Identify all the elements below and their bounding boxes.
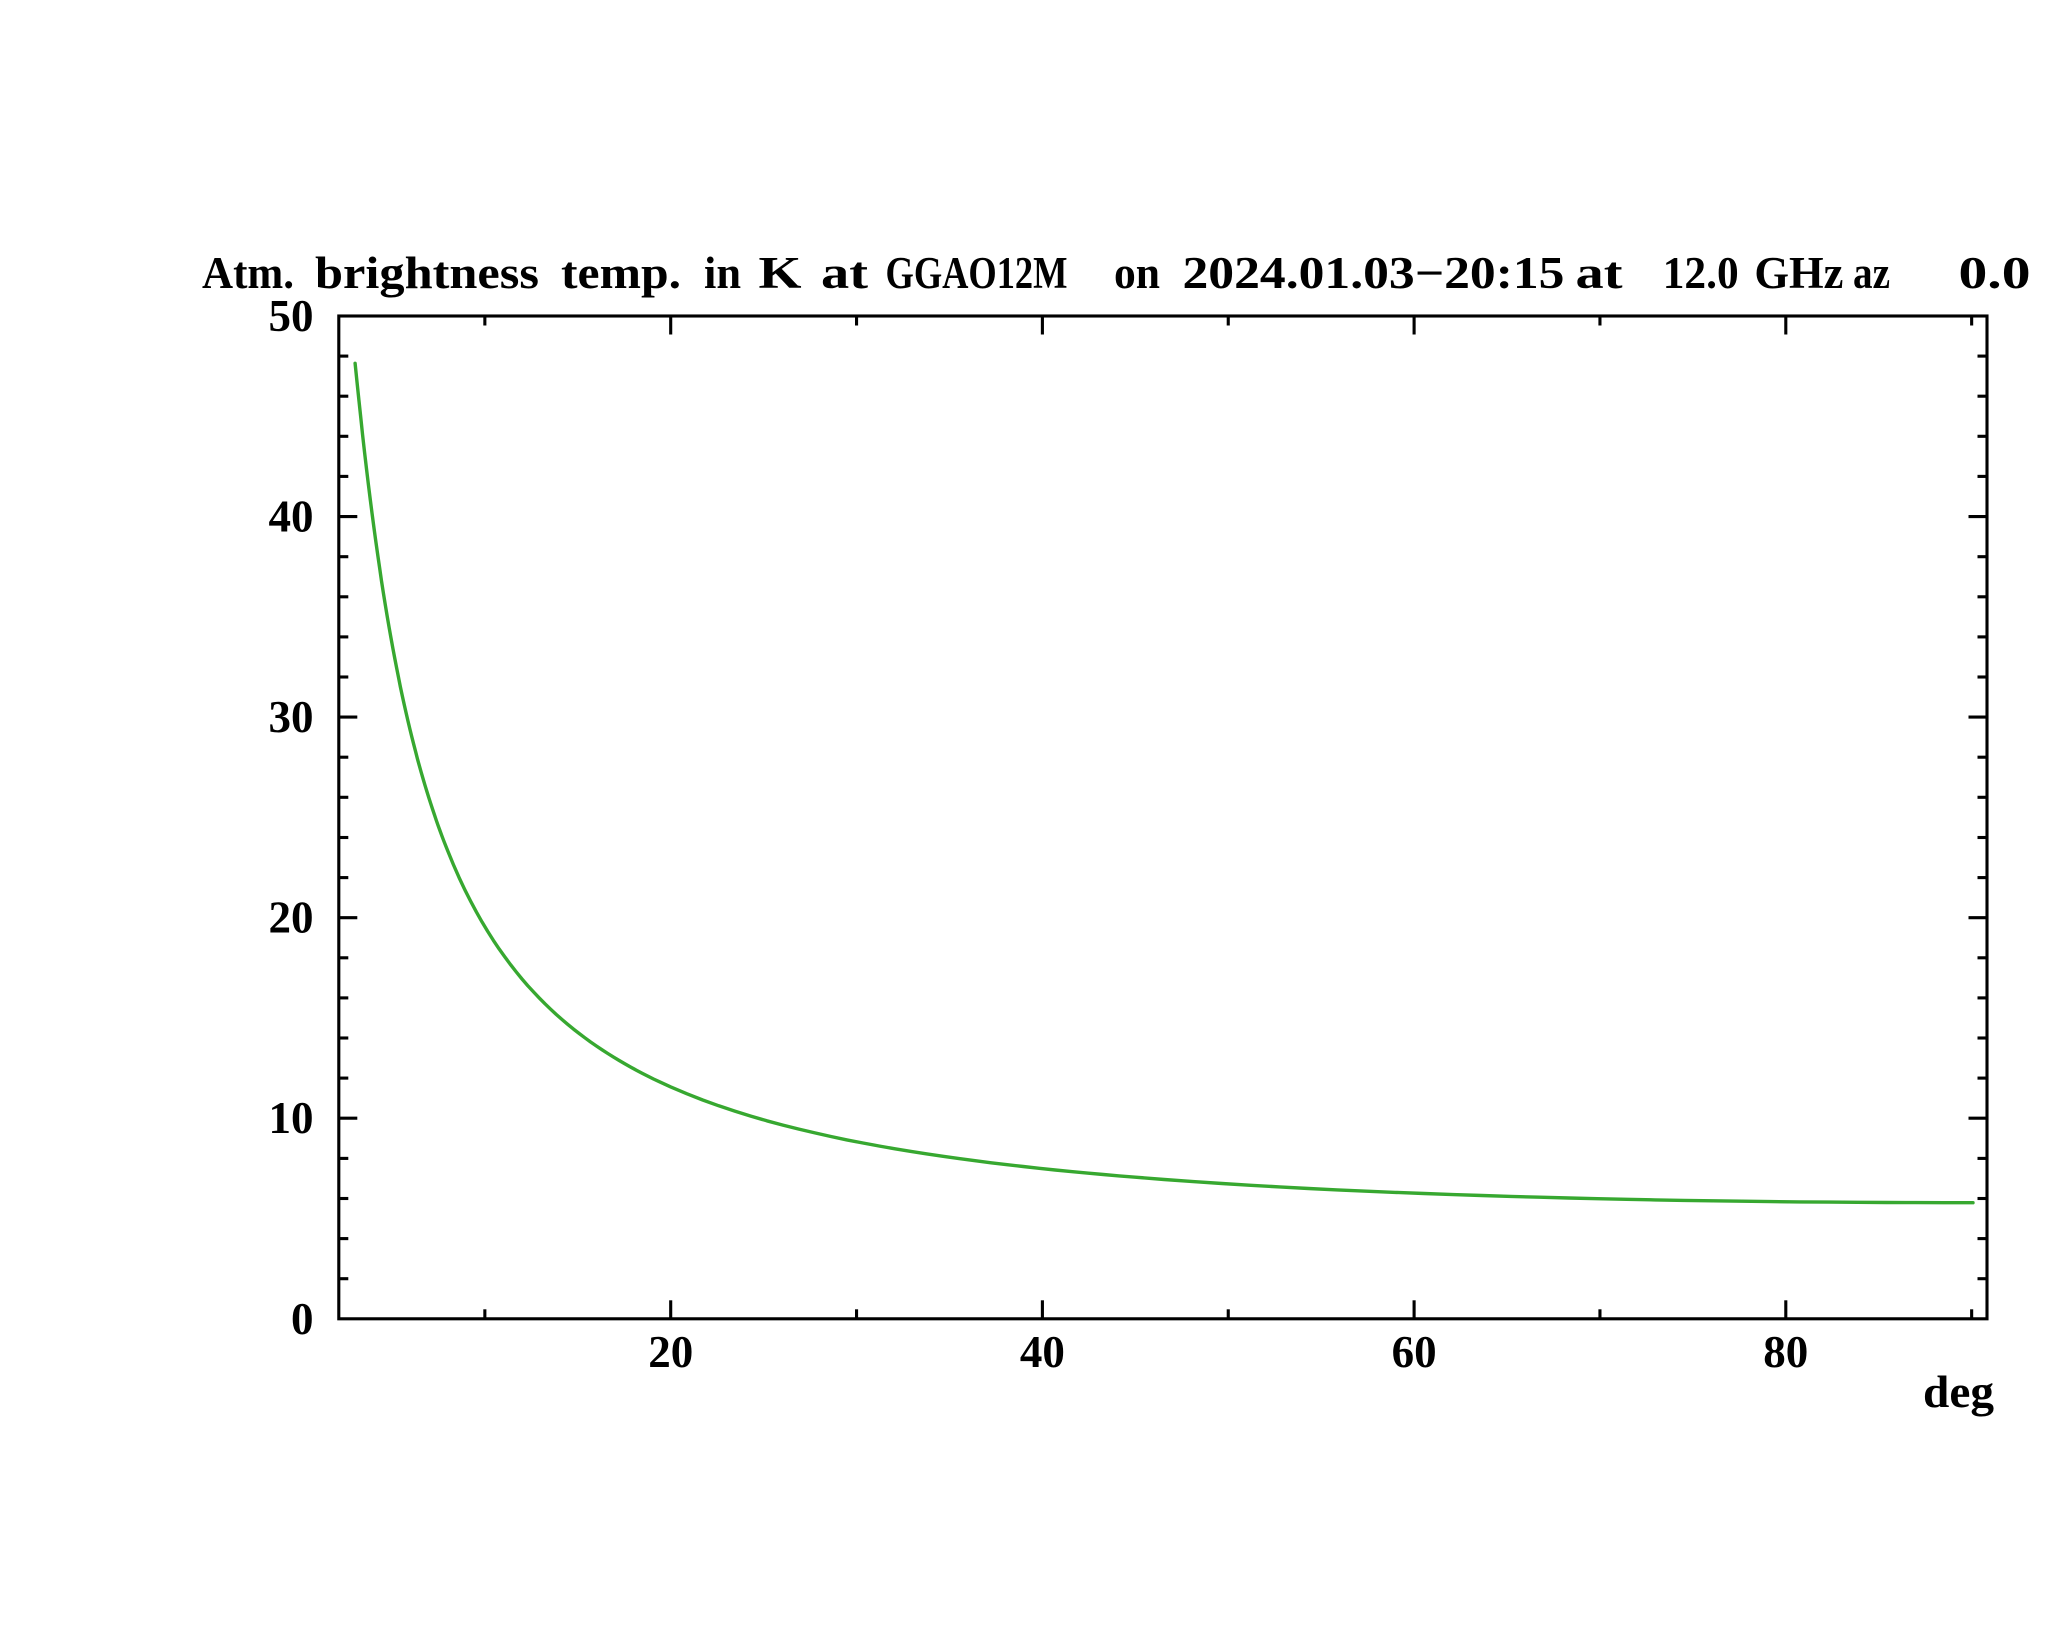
svg-text:az: az	[1853, 248, 1890, 298]
svg-text:K: K	[759, 248, 802, 298]
svg-text:Atm.: Atm.	[202, 248, 294, 298]
svg-text:10: 10	[269, 1093, 314, 1143]
svg-text:on: on	[1114, 248, 1160, 298]
svg-text:0.0: 0.0	[1959, 248, 2031, 298]
svg-text:60: 60	[1392, 1327, 1437, 1377]
svg-text:temp.: temp.	[561, 248, 681, 298]
svg-text:in: in	[704, 248, 741, 298]
svg-text:40: 40	[269, 492, 314, 542]
svg-text:20: 20	[269, 893, 314, 943]
svg-text:at: at	[821, 248, 868, 298]
svg-text:20: 20	[648, 1327, 693, 1377]
svg-text:50: 50	[269, 291, 314, 341]
svg-text:30: 30	[269, 692, 314, 742]
svg-text:deg: deg	[1923, 1367, 1995, 1417]
svg-text:at: at	[1576, 248, 1623, 298]
svg-text:brightness: brightness	[315, 248, 539, 298]
svg-text:2024.01.03−20:15: 2024.01.03−20:15	[1183, 248, 1565, 298]
svg-text:40: 40	[1020, 1327, 1065, 1377]
svg-text:GGAO12M: GGAO12M	[886, 248, 1068, 298]
svg-text:80: 80	[1763, 1327, 1808, 1377]
svg-text:12.0: 12.0	[1663, 248, 1739, 298]
svg-text:0: 0	[291, 1294, 314, 1344]
svg-text:GHz: GHz	[1754, 248, 1843, 298]
